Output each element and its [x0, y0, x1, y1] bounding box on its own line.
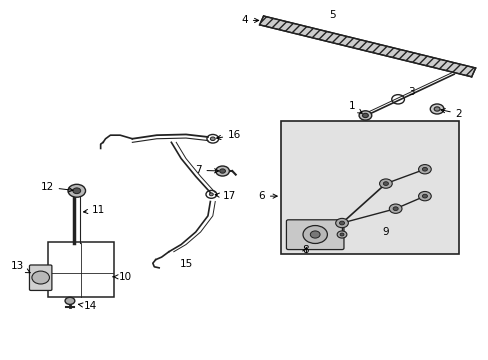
Circle shape	[339, 221, 344, 225]
Circle shape	[422, 194, 427, 198]
Text: 8: 8	[302, 245, 308, 255]
FancyBboxPatch shape	[48, 242, 114, 297]
Circle shape	[362, 113, 367, 118]
Circle shape	[429, 104, 443, 114]
Text: 7: 7	[194, 165, 218, 175]
Text: 12: 12	[41, 182, 73, 192]
Circle shape	[392, 207, 397, 211]
Circle shape	[418, 192, 430, 201]
Text: 14: 14	[78, 301, 97, 311]
Text: 17: 17	[215, 191, 236, 201]
Circle shape	[418, 165, 430, 174]
Text: 10: 10	[113, 272, 131, 282]
Circle shape	[219, 169, 225, 173]
Circle shape	[73, 188, 81, 194]
Circle shape	[335, 219, 347, 228]
Circle shape	[303, 226, 327, 243]
Circle shape	[388, 204, 401, 213]
Text: 13: 13	[11, 261, 30, 273]
Text: 16: 16	[216, 130, 241, 140]
Circle shape	[210, 137, 215, 140]
Text: 11: 11	[83, 206, 104, 216]
Circle shape	[422, 167, 427, 171]
Text: 1: 1	[348, 102, 362, 113]
Circle shape	[32, 271, 49, 284]
Text: 9: 9	[382, 227, 388, 237]
Circle shape	[358, 111, 371, 120]
Text: 5: 5	[328, 10, 335, 20]
Circle shape	[310, 231, 320, 238]
Circle shape	[336, 231, 346, 238]
Circle shape	[209, 193, 213, 196]
FancyBboxPatch shape	[29, 265, 52, 291]
FancyBboxPatch shape	[286, 220, 343, 249]
Text: 2: 2	[440, 109, 462, 119]
Polygon shape	[259, 16, 475, 77]
Circle shape	[339, 233, 343, 236]
Circle shape	[383, 182, 387, 185]
Circle shape	[379, 179, 391, 188]
Circle shape	[215, 166, 229, 176]
Circle shape	[433, 107, 439, 111]
Text: 4: 4	[241, 15, 258, 26]
Text: 3: 3	[407, 87, 414, 97]
Circle shape	[68, 184, 85, 197]
FancyBboxPatch shape	[281, 121, 458, 253]
Circle shape	[65, 297, 75, 305]
Text: 15: 15	[179, 259, 192, 269]
Text: 6: 6	[258, 191, 277, 201]
